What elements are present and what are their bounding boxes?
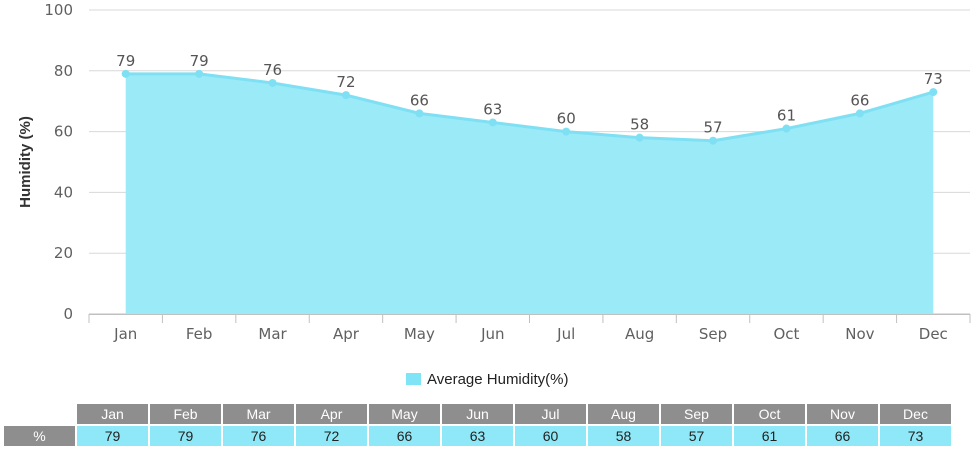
- data-labels: 79 79 76 72 66 63 60 58 57 61 66 73: [116, 52, 943, 137]
- data-point[interactable]: [415, 109, 424, 118]
- y-tick-label: 40: [54, 183, 73, 201]
- table-cell: 60: [515, 426, 586, 446]
- table-header-cell: Sep: [661, 404, 732, 424]
- table-header-cell: Jul: [515, 404, 586, 424]
- x-tick-label: Jan: [113, 325, 137, 343]
- data-point[interactable]: [195, 69, 204, 78]
- data-label: 79: [190, 52, 209, 70]
- table-header-cell: Mar: [223, 404, 294, 424]
- table-header-row: Jan Feb Mar Apr May Jun Jul Aug Sep Oct Nov Dec: [4, 404, 951, 424]
- table-header-cell: Aug: [588, 404, 659, 424]
- y-tick-label: 100: [44, 1, 73, 19]
- y-axis-ticks: 0 20 40 60 80 100: [44, 1, 73, 323]
- data-label: 72: [336, 73, 355, 91]
- table-header-cell: Apr: [296, 404, 367, 424]
- data-points: [121, 69, 938, 145]
- table-header-cell: Nov: [807, 404, 878, 424]
- data-point[interactable]: [855, 109, 864, 118]
- data-label: 76: [263, 61, 282, 79]
- data-label: 61: [777, 107, 796, 125]
- humidity-area-chart: 79 79 76 72 66 63 60 58 57 61 66 73 0 20 40 60 80 100 Ja…: [17, 1, 971, 343]
- data-label: 57: [703, 119, 722, 137]
- x-tick-label: Feb: [186, 325, 213, 343]
- table-header-cell: Dec: [880, 404, 951, 424]
- x-tick-label: May: [404, 325, 435, 343]
- x-tick-label: Dec: [919, 325, 948, 343]
- x-tick-label: Aug: [625, 325, 654, 343]
- x-tick-label: Sep: [699, 325, 727, 343]
- y-tick-label: 0: [63, 305, 73, 323]
- data-point[interactable]: [121, 69, 130, 78]
- table-row-label: %: [4, 426, 75, 446]
- series-line: [125, 72, 934, 143]
- table-cell: 72: [296, 426, 367, 446]
- data-label: 79: [116, 52, 135, 70]
- data-point[interactable]: [488, 118, 497, 127]
- table-cell: 63: [442, 426, 513, 446]
- data-label: 58: [630, 116, 649, 134]
- data-label: 66: [410, 91, 429, 109]
- x-tick-label: Mar: [258, 325, 287, 343]
- table-header-cell: Oct: [734, 404, 805, 424]
- table-cell: 66: [369, 426, 440, 446]
- table-cell: 73: [880, 426, 951, 446]
- data-label: 63: [483, 100, 502, 118]
- data-point[interactable]: [635, 133, 644, 142]
- data-point[interactable]: [341, 91, 350, 100]
- table-cell: 66: [807, 426, 878, 446]
- table-cell: 76: [223, 426, 294, 446]
- data-label: 60: [557, 110, 576, 128]
- table-cell: 79: [150, 426, 221, 446]
- table-header-cell: May: [369, 404, 440, 424]
- table-header-cell: Jun: [442, 404, 513, 424]
- x-axis: Jan Feb Mar Apr May Jun Jul Aug Sep Oct Nov Dec: [88, 314, 971, 343]
- y-tick-label: 80: [54, 62, 73, 80]
- y-tick-label: 60: [54, 123, 73, 141]
- table-corner: [4, 404, 75, 424]
- data-point[interactable]: [782, 124, 791, 133]
- data-point[interactable]: [562, 127, 571, 136]
- table-row: % 79 79 76 72 66 63 60 58 57 61 66 73: [4, 426, 951, 446]
- x-tick-label: Nov: [845, 325, 874, 343]
- table-cell: 58: [588, 426, 659, 446]
- legend-label: Average Humidity(%): [427, 370, 569, 388]
- y-axis-title: Humidity (%): [17, 116, 34, 208]
- x-tick-label: Jul: [556, 325, 575, 343]
- data-point[interactable]: [268, 78, 277, 87]
- data-label: 66: [850, 91, 869, 109]
- table-cell: 57: [661, 426, 732, 446]
- table-header-cell: Jan: [77, 404, 148, 424]
- data-point[interactable]: [929, 88, 938, 97]
- legend-swatch: [406, 373, 421, 385]
- data-table: Jan Feb Mar Apr May Jun Jul Aug Sep Oct Nov Dec % 7…: [2, 402, 953, 448]
- area-fill: [125, 73, 934, 314]
- x-tick-label: Apr: [333, 325, 360, 343]
- table-cell: 79: [77, 426, 148, 446]
- table-cell: 61: [734, 426, 805, 446]
- data-point[interactable]: [709, 136, 718, 145]
- data-label: 73: [924, 70, 943, 88]
- legend[interactable]: Average Humidity(%): [406, 369, 568, 389]
- table-header-cell: Feb: [150, 404, 221, 424]
- x-tick-label: Jun: [480, 325, 504, 343]
- y-tick-label: 20: [54, 244, 73, 262]
- x-tick-label: Oct: [773, 325, 799, 343]
